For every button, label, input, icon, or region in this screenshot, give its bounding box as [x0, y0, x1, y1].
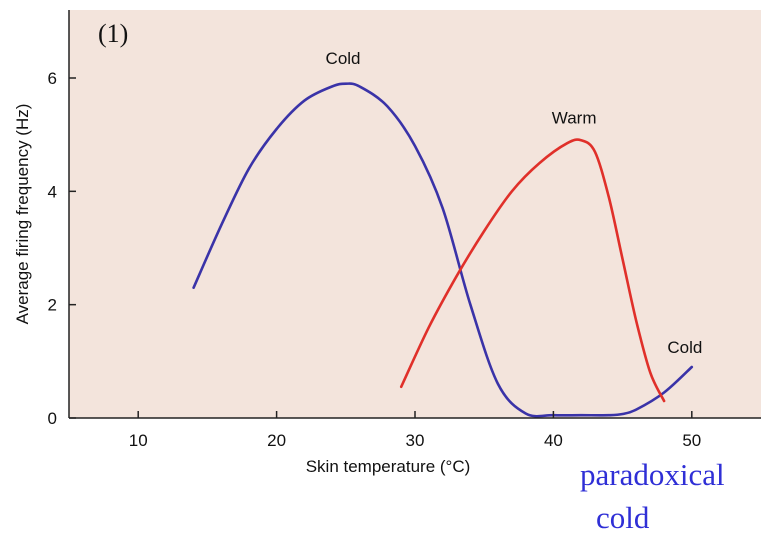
series-label-0: Cold: [326, 49, 361, 68]
series-line-cold-0: [192, 82, 694, 418]
series-label-1: Warm: [552, 108, 597, 127]
x-tick-label: 50: [682, 431, 701, 450]
annotation-paradoxical: paradoxical: [580, 457, 725, 492]
x-tick-label: 20: [267, 431, 286, 450]
plot-area: [69, 10, 761, 418]
x-tick-label: 10: [129, 431, 148, 450]
series-labels: Cold Warm Cold: [326, 49, 703, 357]
y-tick-label: 0: [48, 409, 57, 428]
series-label-2: Cold: [667, 338, 702, 357]
y-axis-title: Average firing frequency (Hz): [13, 104, 32, 325]
y-tick-label: 4: [48, 182, 57, 201]
panel-label: (1): [98, 19, 128, 48]
series-layer: [192, 82, 694, 418]
y-tick-label: 2: [48, 296, 57, 315]
annotation-cold: cold: [596, 500, 650, 535]
ticks: 10 20 30 40 50 0 2 4 6: [48, 69, 702, 450]
series-line-warm-1: [399, 138, 666, 403]
y-tick-label: 6: [48, 69, 57, 88]
x-axis-title: Skin temperature (°C): [306, 457, 471, 476]
x-tick-label: 30: [406, 431, 425, 450]
x-tick-label: 40: [544, 431, 563, 450]
